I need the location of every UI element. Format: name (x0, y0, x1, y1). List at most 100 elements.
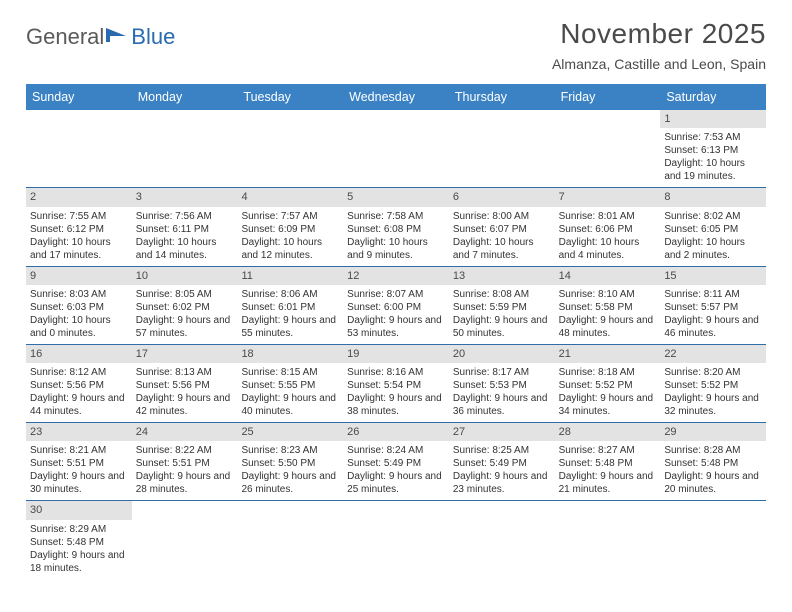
day-number: 23 (26, 423, 132, 441)
sunrise-text: Sunrise: 8:03 AM (30, 288, 128, 301)
calendar-cell: 15Sunrise: 8:11 AMSunset: 5:57 PMDayligh… (660, 267, 766, 344)
weekday-label: Wednesday (343, 84, 449, 110)
sunrise-text: Sunrise: 8:06 AM (241, 288, 339, 301)
daylight-text: Daylight: 9 hours and 50 minutes. (453, 314, 551, 340)
calendar-cell-empty (26, 110, 132, 187)
sunrise-text: Sunrise: 8:16 AM (347, 366, 445, 379)
weekday-label: Thursday (449, 84, 555, 110)
weekday-label: Saturday (660, 84, 766, 110)
day-number: 20 (449, 345, 555, 363)
sunrise-text: Sunrise: 8:12 AM (30, 366, 128, 379)
sunset-text: Sunset: 6:03 PM (30, 301, 128, 314)
daylight-text: Daylight: 9 hours and 23 minutes. (453, 470, 551, 496)
calendar-cell: 17Sunrise: 8:13 AMSunset: 5:56 PMDayligh… (132, 345, 238, 422)
logo: General Blue (26, 18, 175, 50)
day-number: 4 (237, 188, 343, 206)
sunset-text: Sunset: 5:57 PM (664, 301, 762, 314)
sunset-text: Sunset: 6:13 PM (664, 144, 762, 157)
calendar-week: 30Sunrise: 8:29 AMSunset: 5:48 PMDayligh… (26, 501, 766, 578)
calendar-cell-empty (660, 501, 766, 578)
sunset-text: Sunset: 5:49 PM (453, 457, 551, 470)
calendar-cell: 2Sunrise: 7:55 AMSunset: 6:12 PMDaylight… (26, 188, 132, 265)
calendar-week: 16 Sunrise: 8:12 AMSunset: 5:56 PM Dayligh… (26, 345, 766, 423)
day-number: 27 (449, 423, 555, 441)
day-number-empty (132, 501, 238, 519)
sunrise-text: Sunrise: 8:28 AM (664, 444, 762, 457)
sunrise-text: Sunrise: 8:08 AM (453, 288, 551, 301)
daylight-text: Daylight: 9 hours and 53 minutes. (347, 314, 445, 340)
day-number: 19 (343, 345, 449, 363)
sunrise-text: Sunrise: 8:15 AM (241, 366, 339, 379)
daylight-text: Daylight: 9 hours and 40 minutes. (241, 392, 339, 418)
weekday-label: Tuesday (237, 84, 343, 110)
logo-text-1: General (26, 24, 104, 50)
sunset-text: Sunset: 5:54 PM (347, 379, 445, 392)
daylight-text: Daylight: 9 hours and 28 minutes. (136, 470, 234, 496)
day-number: 2 (26, 188, 132, 206)
daylight-text: Daylight: 10 hours and 19 minutes. (664, 157, 762, 183)
daylight-text: Daylight: 10 hours and 17 minutes. (30, 236, 128, 262)
day-number-empty (26, 110, 132, 128)
calendar: SundayMondayTuesdayWednesdayThursdayFrid… (26, 84, 766, 579)
day-number: 13 (449, 267, 555, 285)
sunset-text: Sunset: 5:52 PM (664, 379, 762, 392)
daylight-text: Daylight: 9 hours and 20 minutes. (664, 470, 762, 496)
sunrise-text: Sunrise: 8:00 AM (453, 210, 551, 223)
daylight-text: Daylight: 9 hours and 57 minutes. (136, 314, 234, 340)
daylight-text: Daylight: 9 hours and 55 minutes. (241, 314, 339, 340)
sunset-text: Sunset: 5:59 PM (453, 301, 551, 314)
day-number: 21 (555, 345, 661, 363)
sunset-text: Sunset: 5:52 PM (559, 379, 657, 392)
calendar-cell: 16Sunrise: 8:12 AMSunset: 5:56 PMDayligh… (26, 345, 132, 422)
weekday-header: SundayMondayTuesdayWednesdayThursdayFrid… (26, 84, 766, 110)
calendar-cell-empty (343, 501, 449, 578)
calendar-cell: 12Sunrise: 8:07 AMSunset: 6:00 PMDayligh… (343, 267, 449, 344)
calendar-cell: 19Sunrise: 8:16 AMSunset: 5:54 PMDayligh… (343, 345, 449, 422)
sunset-text: Sunset: 5:49 PM (347, 457, 445, 470)
day-number-empty (237, 501, 343, 519)
sunrise-text: Sunrise: 8:24 AM (347, 444, 445, 457)
calendar-cell-empty (237, 110, 343, 187)
sunrise-text: Sunrise: 8:22 AM (136, 444, 234, 457)
sunrise-text: Sunrise: 8:10 AM (559, 288, 657, 301)
daylight-text: Daylight: 10 hours and 12 minutes. (241, 236, 339, 262)
sunset-text: Sunset: 6:12 PM (30, 223, 128, 236)
weekday-label: Friday (555, 84, 661, 110)
sunset-text: Sunset: 6:01 PM (241, 301, 339, 314)
sunrise-text: Sunrise: 8:11 AM (664, 288, 762, 301)
calendar-cell: 8Sunrise: 8:02 AMSunset: 6:05 PMDaylight… (660, 188, 766, 265)
calendar-week: 1Sunrise: 7:53 AMSunset: 6:13 PMDaylight… (26, 110, 766, 188)
calendar-cell: 25Sunrise: 8:23 AMSunset: 5:50 PMDayligh… (237, 423, 343, 500)
sunset-text: Sunset: 5:53 PM (453, 379, 551, 392)
day-number: 7 (555, 188, 661, 206)
calendar-cell-empty (132, 501, 238, 578)
sunrise-text: Sunrise: 7:58 AM (347, 210, 445, 223)
day-number: 24 (132, 423, 238, 441)
weekday-label: Monday (132, 84, 238, 110)
daylight-text: Daylight: 9 hours and 46 minutes. (664, 314, 762, 340)
sunrise-text: Sunrise: 7:56 AM (136, 210, 234, 223)
day-number-empty (343, 110, 449, 128)
day-number: 1 (660, 110, 766, 128)
sunset-text: Sunset: 5:56 PM (30, 379, 128, 392)
day-number: 11 (237, 267, 343, 285)
sunset-text: Sunset: 6:05 PM (664, 223, 762, 236)
day-number: 3 (132, 188, 238, 206)
calendar-cell: 24Sunrise: 8:22 AMSunset: 5:51 PMDayligh… (132, 423, 238, 500)
day-number-empty (449, 110, 555, 128)
day-number: 5 (343, 188, 449, 206)
day-number: 26 (343, 423, 449, 441)
sunrise-text: Sunrise: 8:07 AM (347, 288, 445, 301)
day-number: 16 (26, 345, 132, 363)
calendar-cell: 9Sunrise: 8:03 AMSunset: 6:03 PMDaylight… (26, 267, 132, 344)
day-number-empty (237, 110, 343, 128)
daylight-text: Daylight: 9 hours and 36 minutes. (453, 392, 551, 418)
daylight-text: Daylight: 10 hours and 2 minutes. (664, 236, 762, 262)
calendar-cell-empty (449, 501, 555, 578)
sunrise-text: Sunrise: 8:29 AM (30, 523, 128, 536)
sunrise-text: Sunrise: 7:57 AM (241, 210, 339, 223)
sunset-text: Sunset: 5:48 PM (559, 457, 657, 470)
calendar-cell: 28Sunrise: 8:27 AMSunset: 5:48 PMDayligh… (555, 423, 661, 500)
day-number-empty (343, 501, 449, 519)
daylight-text: Daylight: 9 hours and 21 minutes. (559, 470, 657, 496)
